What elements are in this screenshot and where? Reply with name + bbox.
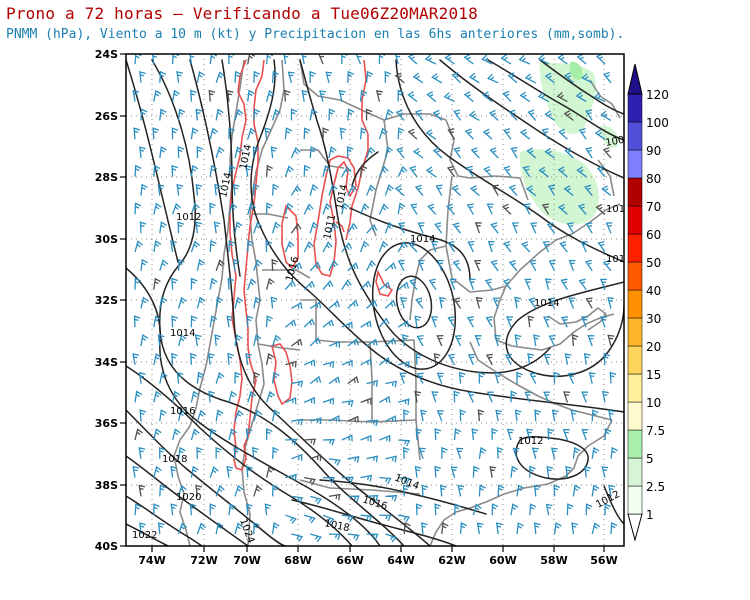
colorbar-segment: [627, 177, 643, 207]
colorbar-label: 50: [646, 256, 661, 270]
wind-barb-shapes: [132, 54, 618, 543]
isobar-label: 1016: [170, 406, 195, 417]
colorbar-segment: [627, 149, 643, 179]
lat-tick-label: 30S: [95, 233, 118, 246]
colorbar-segment: [627, 205, 643, 235]
lon-tick-label: 72W: [190, 554, 217, 567]
isobar-label: 1022: [132, 530, 157, 541]
axis-tick-marks: [120, 53, 605, 552]
colorbar-label: 90: [646, 144, 661, 158]
lat-tick-label: 24S: [95, 48, 118, 61]
colorbar-segment: [627, 401, 643, 431]
precipitation-colorbar: 1 2.5 5 7.5 10 15 20 30 40 50 60 70 80 9…: [627, 63, 669, 542]
isobar-label: 1014: [334, 183, 350, 210]
lon-tick-label: 58W: [540, 554, 567, 567]
colorbar-segment: [627, 457, 643, 487]
terrain-contour: [229, 59, 394, 472]
colorbar-label: 100: [646, 116, 669, 130]
isobar-label: 1014: [170, 328, 195, 339]
lon-tick-label: 64W: [387, 554, 414, 567]
colorbar-segment: [627, 345, 643, 375]
isobar-label: 1012: [176, 212, 201, 223]
colorbar-label: 70: [646, 200, 661, 214]
lon-tick-label: 60W: [489, 554, 516, 567]
latitude-labels: 24S 26S 28S 30S 32S 34S 36S 38S 40S: [95, 48, 118, 553]
colorbar-segment: [627, 485, 643, 515]
isobar-label: 1018: [323, 518, 350, 534]
lon-tick-label: 68W: [284, 554, 311, 567]
colorbar-segment: [627, 373, 643, 403]
lat-tick-label: 32S: [95, 294, 118, 307]
isobar-label: 1014: [534, 298, 559, 309]
isobar-label: 1014: [238, 143, 254, 170]
isobar-label: 1018: [162, 454, 187, 465]
isobars: [126, 59, 624, 546]
colorbar-label: 40: [646, 284, 661, 298]
lat-tick-label: 38S: [95, 479, 118, 492]
lat-tick-label: 34S: [95, 356, 118, 369]
lon-tick-label: 56W: [590, 554, 617, 567]
colorbar-label: 2.5: [646, 480, 665, 494]
colorbar-label: 1: [646, 508, 654, 522]
colorbar-segment: [627, 261, 643, 291]
colorbar-label: 10: [646, 396, 661, 410]
colorbar-segment: [627, 93, 643, 123]
lon-tick-label: 70W: [233, 554, 260, 567]
isobar-label: 1014: [218, 171, 234, 198]
wind-barbs: [132, 54, 618, 543]
lon-tick-label: 62W: [438, 554, 465, 567]
colorbar-segment: [627, 289, 643, 319]
isobar-label: 1011: [322, 213, 338, 240]
lat-tick-label: 36S: [95, 417, 118, 430]
isobar-label: 101: [606, 204, 625, 215]
isobar-label: 1012: [518, 436, 543, 447]
colorbar-label: 60: [646, 228, 661, 242]
lat-tick-label: 28S: [95, 171, 118, 184]
colorbar-label: 120: [646, 88, 669, 102]
map-title: Prono a 72 horas — Verificando a Tue06Z2…: [6, 4, 478, 23]
isobar-label: 101: [606, 254, 625, 265]
map-subtitle: PNMM (hPa), Viento a 10 m (kt) y Precipi…: [6, 27, 625, 42]
colorbar-top-arrow: [627, 63, 643, 95]
isobar-label: 1020: [176, 492, 201, 503]
colorbar-label: 30: [646, 312, 661, 326]
lat-lon-grid: [126, 54, 624, 546]
lon-tick-label: 66W: [336, 554, 363, 567]
colorbar-label: 15: [646, 368, 661, 382]
lat-tick-label: 40S: [95, 540, 118, 553]
colorbar-label: 7.5: [646, 424, 665, 438]
lon-tick-label: 74W: [138, 554, 165, 567]
wind-barb-shapes-dark: [134, 54, 615, 535]
colorbar-label: 5: [646, 452, 654, 466]
isobar-label: 1014: [410, 234, 435, 245]
colorbar-bottom-arrow: [627, 513, 643, 542]
colorbar-label: 20: [646, 340, 661, 354]
isobar-label: 100: [605, 135, 626, 149]
colorbar-segment: [627, 429, 643, 459]
colorbar-label: 80: [646, 172, 661, 186]
colorbar-segment: [627, 121, 643, 151]
lat-tick-label: 26S: [95, 110, 118, 123]
colorbar-segment: [627, 233, 643, 263]
colorbar-segment: [627, 317, 643, 347]
longitude-labels: 74W 72W 70W 68W 66W 64W 62W 60W 58W 56W: [138, 554, 617, 567]
